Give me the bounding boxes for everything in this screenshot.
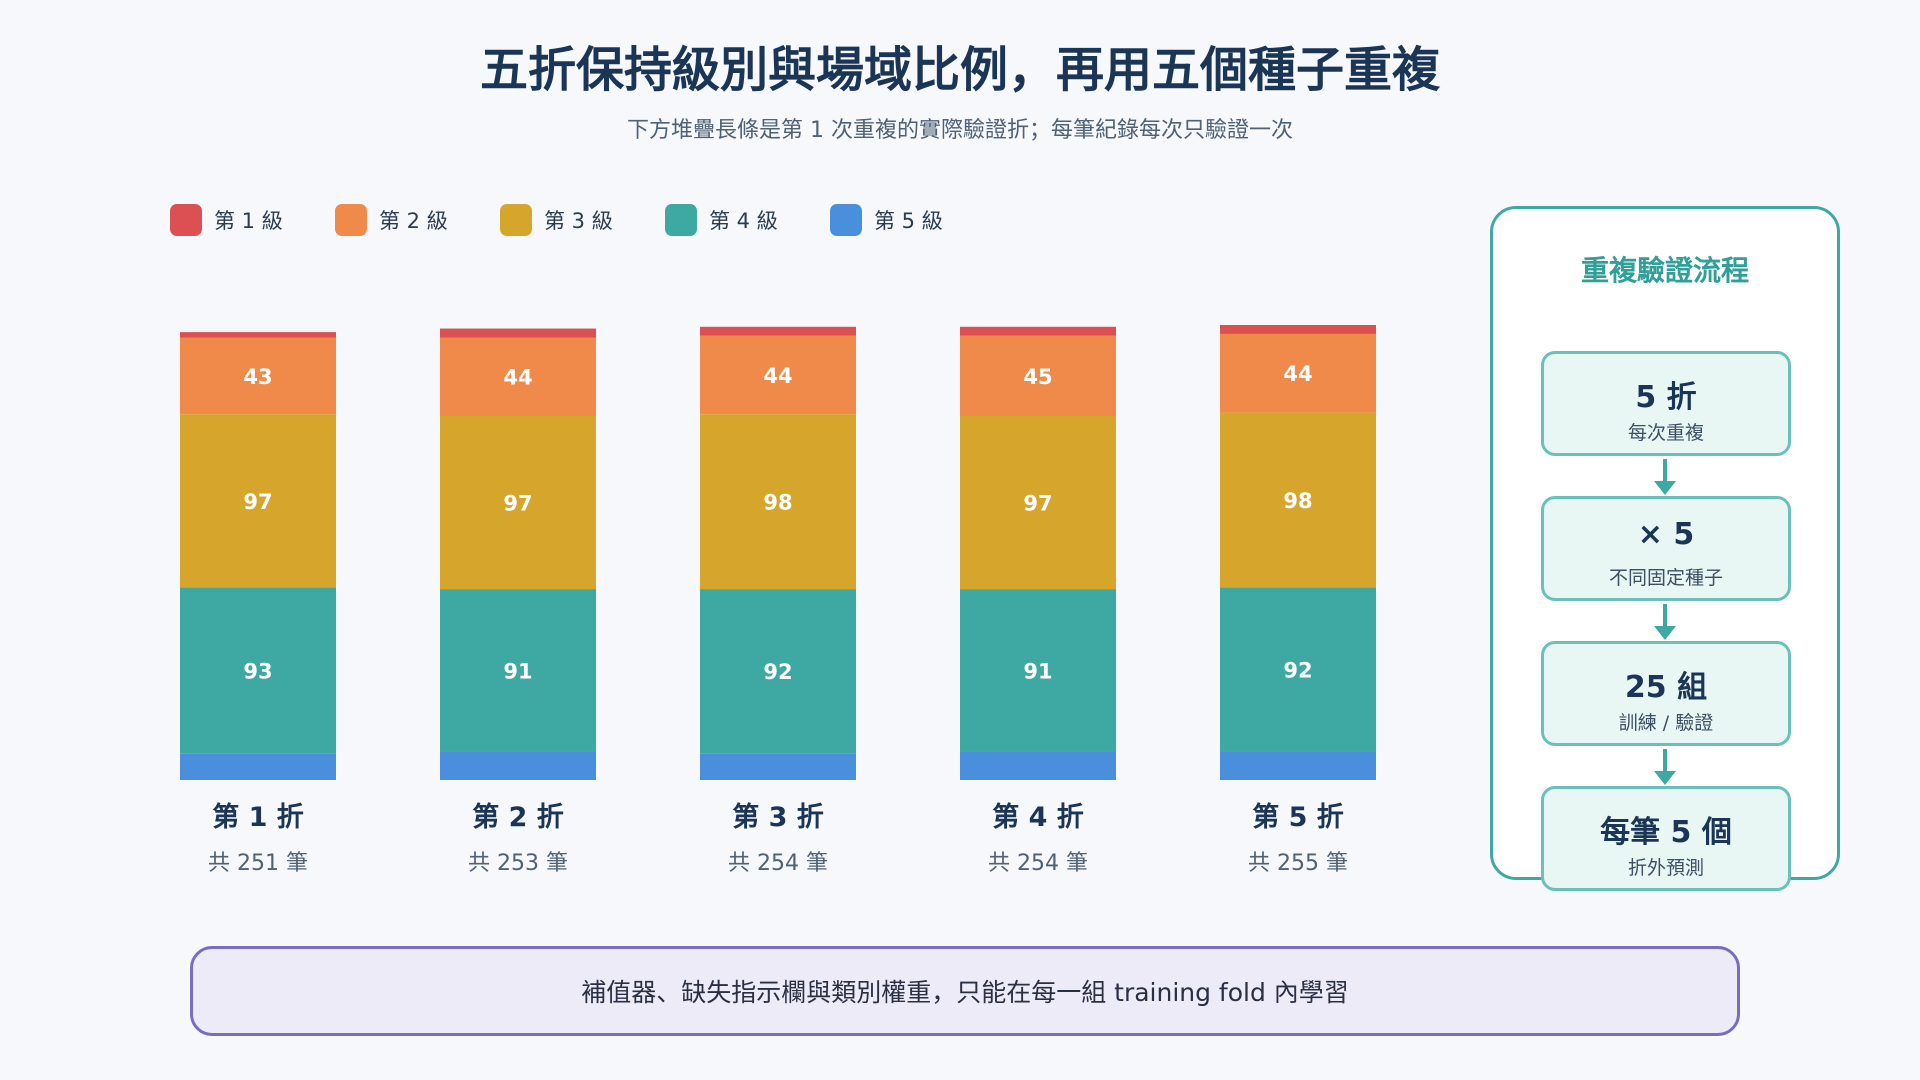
- legend-label: 第 1 級: [214, 209, 283, 233]
- flow-step-splits: 25 組 訓練 / 驗證: [1541, 641, 1791, 746]
- flow-step-oof: 每筆 5 個 折外預測: [1541, 786, 1791, 891]
- step-label: 每次重複: [1627, 422, 1704, 444]
- legend-label: 第 2 級: [379, 209, 448, 233]
- data-label: 97: [243, 490, 272, 514]
- bar-stack: 91 97 45: [960, 326, 1116, 780]
- step-label: 訓練 / 驗證: [1618, 712, 1714, 734]
- stacked-bar-chart: 93 97 43 第 1 折共 251 筆 91 97 44 第 2 折共 253 筆 92 98…: [180, 325, 1376, 876]
- category-label: 第 4 折: [992, 801, 1084, 833]
- bar-segment: [1220, 412, 1376, 588]
- data-label: 44: [763, 364, 792, 388]
- step-value: × 5: [1637, 517, 1695, 552]
- step-value: 25 組: [1624, 670, 1708, 705]
- bar-stack: 93 97 43: [180, 332, 336, 780]
- bar-segment: [1220, 587, 1376, 752]
- bar-segment: [180, 337, 336, 415]
- bar-stack: 92 98 44: [700, 326, 856, 780]
- panel-title: 重複驗證流程: [1580, 254, 1749, 287]
- page-title: 五折保持級別與場域比例，再用五個種子重複: [479, 42, 1440, 98]
- bar-segment: [700, 326, 856, 336]
- legend-swatch: [335, 204, 367, 236]
- legend-swatch: [170, 204, 202, 236]
- total-label: 共 253 筆: [468, 851, 568, 876]
- bar-segment: [440, 589, 596, 752]
- step-label: 折外預測: [1627, 857, 1704, 879]
- bar-segment: [1220, 751, 1376, 780]
- bar-stack: 92 98 44: [1220, 325, 1376, 780]
- data-label: 44: [503, 366, 532, 390]
- bar-segment: [1220, 333, 1376, 413]
- legend-swatch: [500, 204, 532, 236]
- legend-item: 第 1 級: [170, 204, 335, 236]
- data-label: 98: [1283, 489, 1312, 513]
- page-subtitle: 下方堆疊長條是第 1 次重複的實際驗證折；每筆紀錄每次只驗證一次: [627, 118, 1293, 143]
- total-label: 共 254 筆: [988, 851, 1088, 876]
- step-value: 每筆 5 個: [1600, 815, 1732, 850]
- category-label: 第 1 折: [212, 801, 304, 833]
- data-label: 91: [1023, 659, 1052, 683]
- bar-segment: [960, 416, 1116, 590]
- data-label: 93: [243, 659, 272, 683]
- bar-segment: [440, 337, 596, 416]
- chart-legend: 第 1 級 第 2 級 第 3 級 第 4 級 第 5 級: [170, 204, 995, 236]
- data-label: 92: [763, 660, 792, 684]
- data-label: 97: [1023, 492, 1052, 516]
- category-label: 第 3 折: [732, 801, 824, 833]
- data-label: 44: [1283, 362, 1312, 386]
- bar-segment: [700, 414, 856, 590]
- bar-segment: [960, 589, 1116, 752]
- data-label: 97: [503, 492, 532, 516]
- bar-stack: 91 97 44: [440, 328, 596, 780]
- legend-swatch: [830, 204, 862, 236]
- data-label: 91: [503, 659, 532, 683]
- bar-segment: [960, 326, 1116, 336]
- step-value: 5 折: [1635, 380, 1697, 415]
- legend-swatch: [665, 204, 697, 236]
- category-label: 第 2 折: [472, 801, 564, 833]
- data-label: 98: [763, 491, 792, 515]
- legend-item: 第 2 級: [335, 204, 500, 236]
- legend-item: 第 4 級: [665, 204, 830, 236]
- legend-label: 第 5 級: [874, 209, 943, 233]
- data-label: 45: [1023, 365, 1052, 389]
- bar-segment: [440, 751, 596, 780]
- step-label: 不同固定種子: [1608, 567, 1723, 589]
- total-label: 共 255 筆: [1248, 851, 1348, 876]
- bar-segment: [180, 587, 336, 754]
- bar-segment: [960, 335, 1116, 416]
- legend-item: 第 3 級: [500, 204, 665, 236]
- bar-segment: [440, 416, 596, 590]
- bar-segment: [700, 589, 856, 754]
- bar-segment: [700, 753, 856, 780]
- bar-segment: [700, 335, 856, 415]
- data-label: 92: [1283, 658, 1312, 682]
- bar-segment: [1220, 325, 1376, 334]
- total-label: 共 254 筆: [728, 851, 828, 876]
- flow-step-folds: 5 折 每次重複: [1541, 351, 1791, 456]
- legend-item: 第 5 級: [830, 204, 995, 236]
- total-label: 共 251 筆: [208, 851, 308, 876]
- bar-segment: [180, 753, 336, 780]
- bar-segment: [960, 751, 1116, 780]
- data-label: 43: [243, 365, 272, 389]
- category-label: 第 5 折: [1252, 801, 1344, 833]
- legend-label: 第 4 級: [709, 209, 778, 233]
- cv-flow-panel: 重複驗證流程 5 折 每次重複 × 5 不同固定種子 25 組 訓練 / 驗證 …: [1490, 206, 1840, 891]
- bar-segment: [440, 328, 596, 338]
- bar-segment: [180, 332, 336, 338]
- leakage-note: 補值器、缺失指示欄與類別權重，只能在每一組 training fold 內學習: [190, 946, 1740, 1036]
- flow-step-seeds: × 5 不同固定種子: [1541, 496, 1791, 601]
- legend-label: 第 3 級: [544, 209, 613, 233]
- bar-segment: [180, 414, 336, 588]
